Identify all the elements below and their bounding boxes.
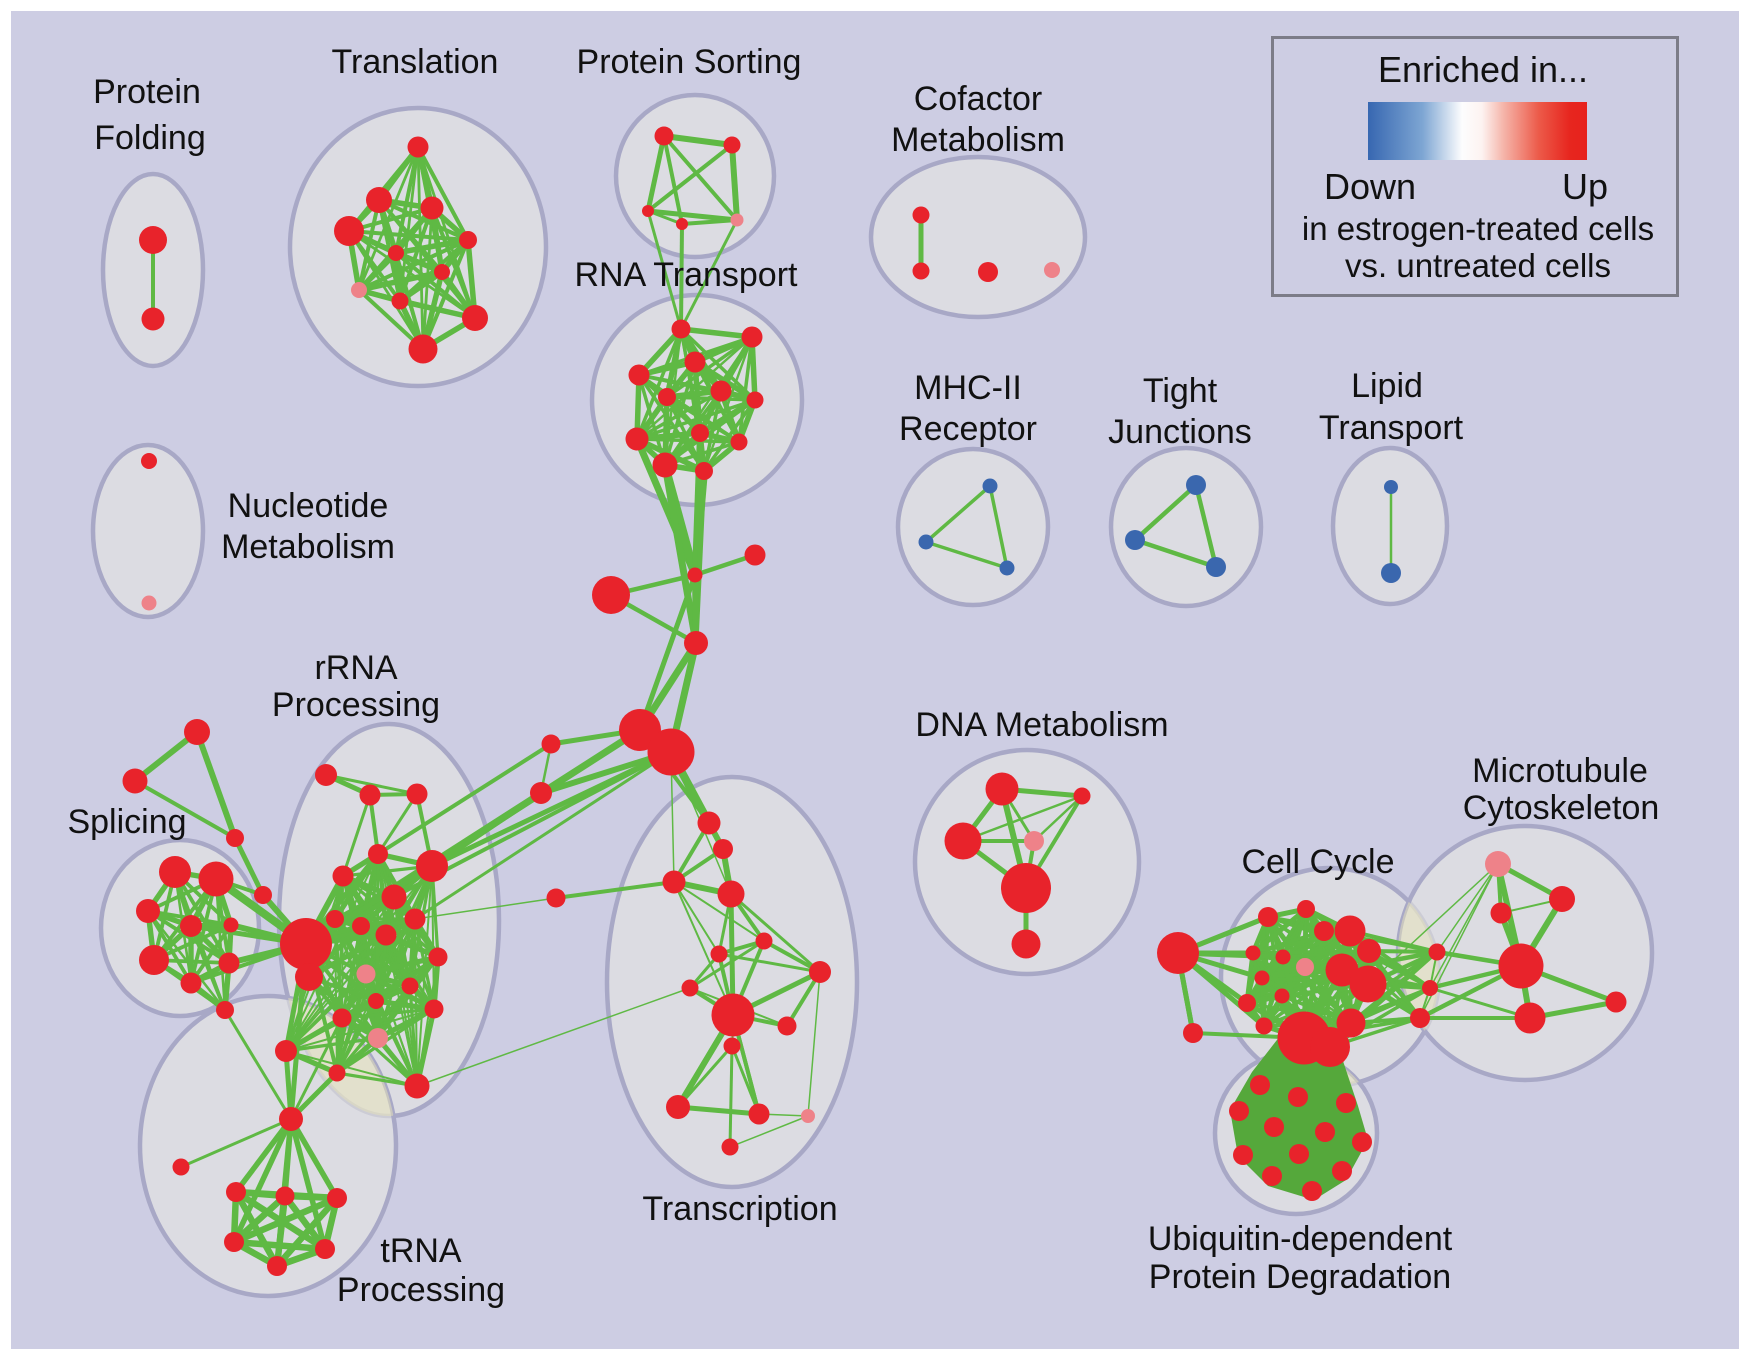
svg-text:MHC-II: MHC-II bbox=[914, 369, 1022, 407]
svg-text:Lipid: Lipid bbox=[1351, 367, 1423, 405]
svg-text:Protein Sorting: Protein Sorting bbox=[577, 43, 802, 81]
svg-text:DNA Metabolism: DNA Metabolism bbox=[915, 706, 1168, 744]
svg-text:Tight: Tight bbox=[1143, 372, 1218, 410]
svg-text:Enriched in...: Enriched in... bbox=[1378, 49, 1588, 90]
svg-text:RNA Transport: RNA Transport bbox=[575, 256, 799, 294]
svg-text:Junctions: Junctions bbox=[1108, 413, 1252, 451]
svg-text:Splicing: Splicing bbox=[67, 803, 186, 841]
svg-text:Protein: Protein bbox=[93, 73, 201, 111]
svg-text:Receptor: Receptor bbox=[899, 410, 1037, 448]
svg-text:in estrogen-treated cells: in estrogen-treated cells bbox=[1302, 210, 1654, 247]
svg-text:Folding: Folding bbox=[94, 119, 206, 157]
svg-text:Translation: Translation bbox=[332, 43, 499, 81]
svg-text:Protein Degradation: Protein Degradation bbox=[1149, 1258, 1451, 1296]
svg-text:Metabolism: Metabolism bbox=[221, 528, 395, 566]
svg-text:Cell Cycle: Cell Cycle bbox=[1241, 843, 1394, 881]
svg-text:Processing: Processing bbox=[272, 686, 440, 724]
svg-text:Down: Down bbox=[1324, 166, 1416, 207]
svg-text:vs. untreated cells: vs. untreated cells bbox=[1345, 247, 1611, 284]
svg-text:rRNA: rRNA bbox=[314, 649, 397, 687]
svg-text:Cofactor: Cofactor bbox=[914, 80, 1043, 118]
svg-text:Up: Up bbox=[1562, 166, 1608, 207]
svg-text:Cytoskeleton: Cytoskeleton bbox=[1463, 789, 1660, 827]
svg-text:Metabolism: Metabolism bbox=[891, 121, 1065, 159]
svg-text:Transcription: Transcription bbox=[642, 1190, 837, 1228]
svg-text:Ubiquitin-dependent: Ubiquitin-dependent bbox=[1148, 1220, 1453, 1258]
svg-text:Microtubule: Microtubule bbox=[1472, 752, 1648, 790]
svg-text:tRNA: tRNA bbox=[380, 1232, 462, 1270]
svg-text:Processing: Processing bbox=[337, 1271, 505, 1309]
svg-text:Nucleotide: Nucleotide bbox=[228, 487, 389, 525]
svg-text:Transport: Transport bbox=[1319, 409, 1464, 447]
